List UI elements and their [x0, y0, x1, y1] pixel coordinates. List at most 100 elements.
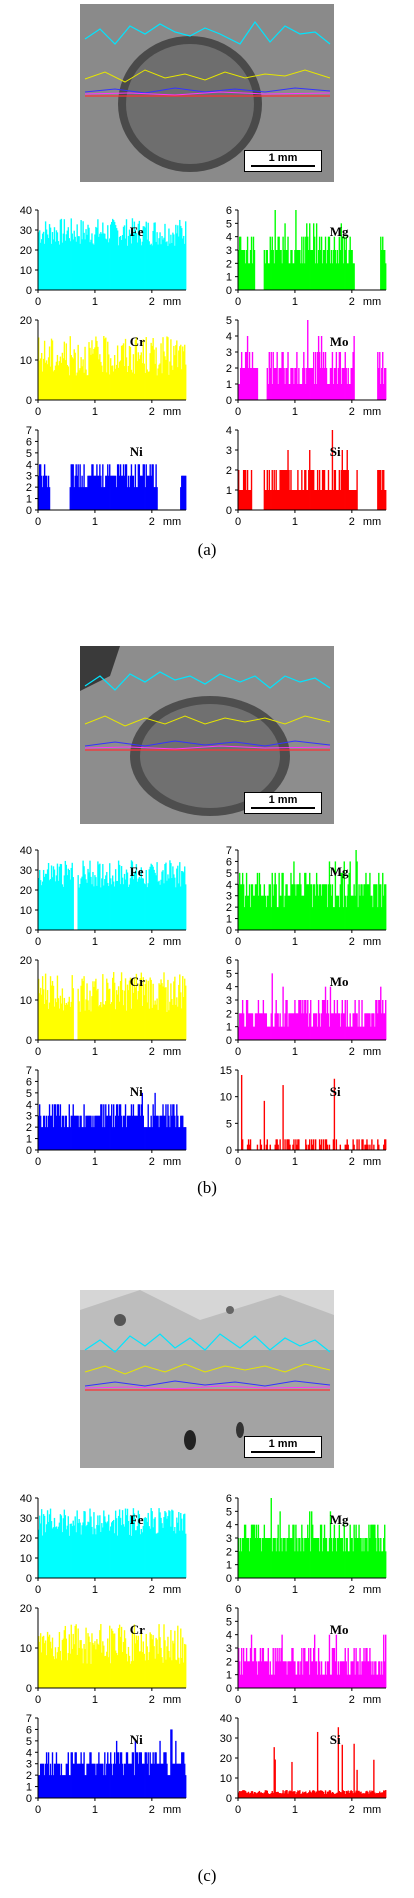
bar [375, 884, 377, 930]
bar [285, 368, 287, 400]
bar [121, 1127, 124, 1150]
bar [108, 886, 110, 930]
bar [379, 884, 381, 930]
bar [184, 1513, 186, 1578]
bar [314, 263, 317, 290]
bar [84, 346, 86, 400]
bar [113, 221, 116, 290]
bar [333, 1000, 336, 1040]
bar [271, 236, 273, 290]
bar [150, 475, 152, 510]
bar [269, 368, 271, 400]
bar [178, 1657, 180, 1688]
bar [271, 973, 273, 1040]
bar [288, 263, 290, 290]
bar [279, 1139, 281, 1150]
y-tick-label: 4 [226, 1520, 232, 1532]
bar [111, 1002, 113, 1040]
bar [272, 1792, 274, 1798]
bar [42, 231, 45, 290]
y-tick-label: 7 [26, 1065, 32, 1077]
x-tick-label: 2 [349, 516, 355, 528]
bar [121, 345, 124, 400]
bar [324, 352, 327, 400]
bar [75, 1752, 77, 1798]
bar [253, 1648, 256, 1688]
bar [93, 986, 95, 1040]
bar [384, 1524, 386, 1578]
bar [264, 1013, 267, 1040]
bar [346, 1791, 348, 1798]
y-tick-label: 5 [26, 448, 32, 460]
bar [315, 1661, 318, 1688]
bar [365, 1144, 367, 1150]
bar [269, 1793, 271, 1798]
bar [277, 236, 279, 290]
bar [275, 1139, 277, 1150]
bar [250, 1013, 253, 1040]
bar [316, 1674, 319, 1688]
bar [373, 884, 375, 930]
bar [161, 1115, 163, 1150]
bar [276, 907, 278, 930]
bar [339, 490, 342, 510]
bar [324, 1538, 327, 1578]
bar [315, 872, 318, 930]
bar [77, 344, 79, 400]
bar [183, 996, 185, 1040]
bar [181, 1752, 183, 1798]
bar [354, 490, 356, 510]
bar [168, 1010, 170, 1040]
bar [380, 1674, 382, 1688]
bar [150, 342, 152, 400]
bar [113, 1752, 116, 1798]
bar [73, 1644, 75, 1688]
bar [125, 464, 128, 510]
bar [287, 1139, 289, 1150]
bar [77, 988, 79, 1040]
bar [282, 1538, 284, 1578]
bar [319, 368, 322, 400]
bar [62, 1518, 65, 1578]
bar [338, 1524, 341, 1578]
bar [145, 1752, 147, 1798]
bar [290, 872, 292, 930]
bar [58, 1763, 61, 1798]
bar [345, 1661, 347, 1688]
bar [124, 978, 127, 1040]
bar [134, 464, 137, 510]
bar [51, 1637, 54, 1688]
element-label: Si [330, 1732, 341, 1747]
bar [143, 363, 145, 400]
bar [265, 1661, 268, 1688]
bar [312, 1790, 314, 1798]
bar [335, 490, 338, 510]
bar [83, 1511, 85, 1578]
bar [154, 1752, 156, 1798]
bar [182, 346, 184, 400]
bar [272, 352, 274, 400]
bar [312, 1013, 315, 1040]
y-tick-label: 4 [226, 331, 232, 343]
bar [307, 884, 309, 930]
bar [159, 363, 161, 400]
y-tick-label: 20 [20, 955, 32, 967]
bar [171, 1729, 173, 1798]
bar [358, 884, 360, 930]
bar [251, 1661, 254, 1688]
bar [300, 263, 302, 290]
bar [156, 998, 158, 1040]
bar [164, 987, 166, 1040]
x-unit-label: mm [363, 406, 381, 418]
bar [384, 250, 386, 290]
bar [66, 230, 68, 290]
element-label: Mo [330, 334, 349, 349]
bar [99, 233, 101, 290]
bar [47, 862, 50, 930]
bar [112, 977, 114, 1040]
bar [168, 878, 170, 930]
bar [150, 863, 152, 930]
bar [120, 475, 123, 510]
bar [262, 1648, 265, 1688]
bar [340, 1538, 342, 1578]
